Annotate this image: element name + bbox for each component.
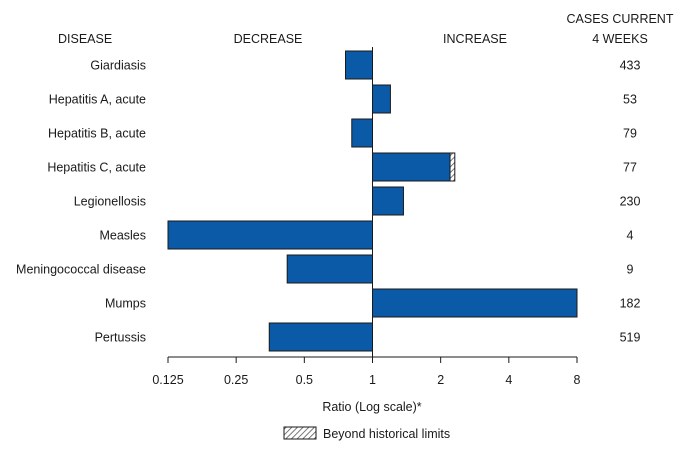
decrease-header: DECREASE xyxy=(234,32,303,46)
legend-label: Beyond historical limits xyxy=(323,427,450,441)
cases-value: 433 xyxy=(620,59,641,73)
cases-value: 79 xyxy=(623,127,637,141)
cases-value: 182 xyxy=(620,297,641,311)
x-tick-label: 0.25 xyxy=(224,373,248,387)
cases-header-line2: 4 WEEKS xyxy=(592,32,648,46)
cases-value: 77 xyxy=(623,161,637,175)
category-label: Mumps xyxy=(105,297,146,311)
disease-header: DISEASE xyxy=(58,32,112,46)
x-tick-label: 0.5 xyxy=(296,373,313,387)
category-label: Hepatitis A, acute xyxy=(49,93,146,107)
cases-value: 9 xyxy=(627,263,634,277)
bar-pertussis xyxy=(268,322,373,352)
category-label: Measles xyxy=(99,229,146,243)
legend-swatch xyxy=(283,426,317,440)
bars-group xyxy=(167,50,578,352)
bar-hepatitis-a-acute xyxy=(372,84,391,114)
x-tick-label: 0.125 xyxy=(152,373,183,387)
cases-header-line1: CASES CURRENT xyxy=(567,12,674,26)
x-axis-ticks: 0.125 0.25 0.5 1 2 4 8 xyxy=(152,357,581,387)
cases-value: 230 xyxy=(620,195,641,209)
bar-meningococcal-disease xyxy=(286,254,373,284)
cases-value: 4 xyxy=(627,229,634,243)
category-labels: Giardiasis Hepatitis A, acute Hepatitis B,… xyxy=(16,59,146,345)
bar-mumps xyxy=(372,288,578,318)
beyond-limits-segment xyxy=(449,152,456,182)
bar-measles xyxy=(167,220,373,250)
cases-value: 53 xyxy=(623,93,637,107)
bar-hepatitis-b-acute xyxy=(351,118,374,148)
cases-value: 519 xyxy=(620,331,641,345)
x-tick-label: 1 xyxy=(369,373,376,387)
bar-legionellosis xyxy=(372,186,404,216)
increase-header: INCREASE xyxy=(443,32,507,46)
x-axis-title: Ratio (Log scale)* xyxy=(322,400,421,414)
category-label: Meningococcal disease xyxy=(16,263,146,277)
x-tick-label: 8 xyxy=(574,373,581,387)
x-tick-label: 4 xyxy=(505,373,512,387)
category-label: Hepatitis C, acute xyxy=(47,161,146,175)
category-label: Giardiasis xyxy=(90,59,146,73)
x-tick-label: 2 xyxy=(437,373,444,387)
category-label: Hepatitis B, acute xyxy=(48,127,146,141)
bar-giardiasis xyxy=(345,50,374,80)
category-label: Legionellosis xyxy=(74,195,146,209)
category-label: Pertussis xyxy=(95,331,146,345)
bar-hepatitis-c-acute xyxy=(372,152,451,182)
legend: Beyond historical limits xyxy=(283,426,450,441)
cases-column: 433 53 79 77 230 4 9 182 519 xyxy=(620,59,641,345)
